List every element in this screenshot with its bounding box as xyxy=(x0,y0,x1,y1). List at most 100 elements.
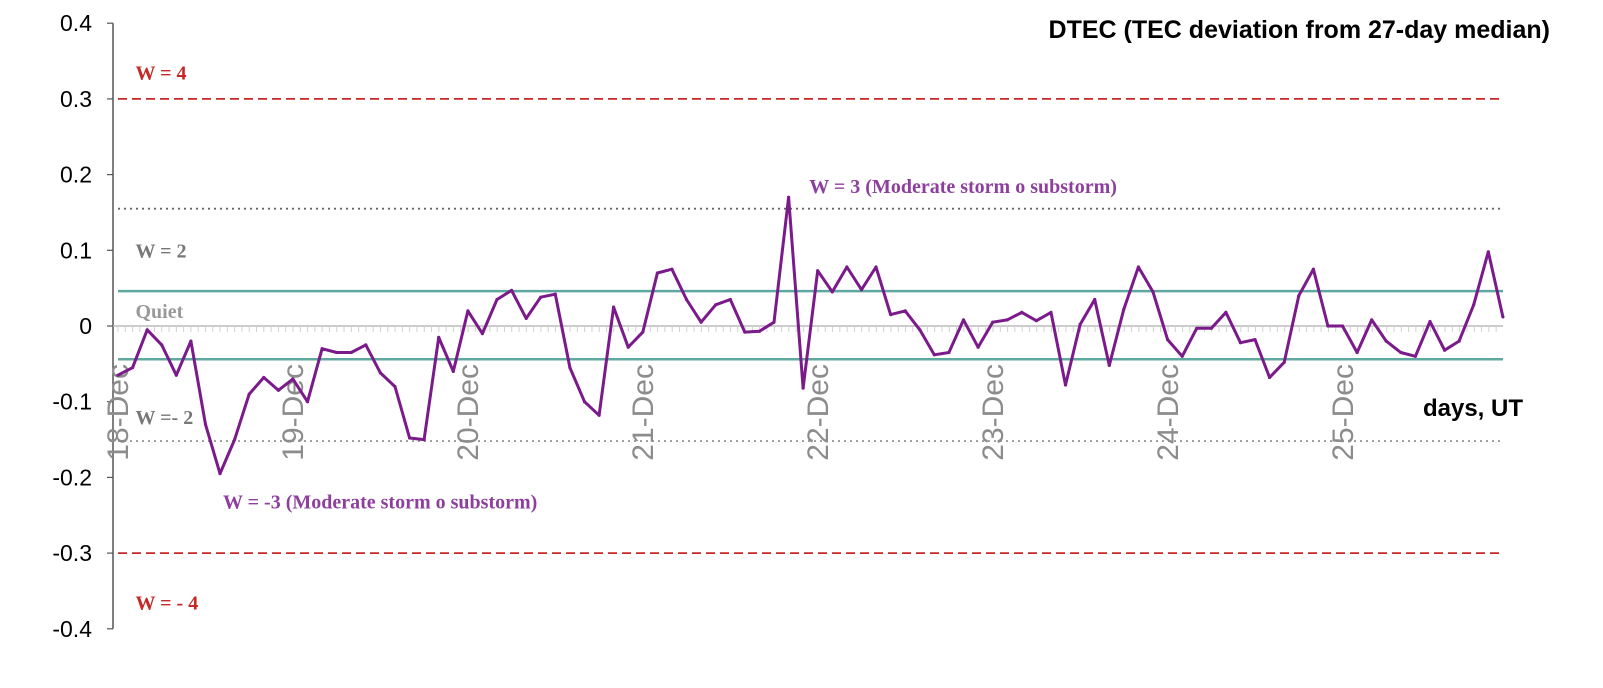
x-tick-label: 23-Dec xyxy=(977,364,1010,461)
data-point xyxy=(1151,290,1155,294)
data-point xyxy=(203,422,208,426)
data-point xyxy=(1020,310,1024,314)
data-point xyxy=(699,320,703,324)
data-point xyxy=(1063,383,1068,387)
x-tick-label: 22-Dec xyxy=(802,364,835,461)
y-tick-label: 0 xyxy=(79,313,92,339)
data-point xyxy=(1472,303,1476,307)
data-point xyxy=(772,320,776,324)
annotation-label: W = 3 (Moderate storm o substorm) xyxy=(809,176,1117,198)
data-point xyxy=(1238,341,1243,345)
data-point xyxy=(714,303,718,307)
data-point xyxy=(1355,350,1359,355)
data-point xyxy=(728,297,732,302)
data-point xyxy=(1166,338,1170,342)
data-point xyxy=(495,297,499,302)
data-point xyxy=(116,373,120,377)
x-axis-ticks: 18-Dec 19-Dec 20-Dec 21-Dec 22-Dec 23-Dec 24-D… xyxy=(102,364,1360,461)
y-tick-label: 0.2 xyxy=(60,162,92,188)
data-point xyxy=(539,295,543,299)
series-line xyxy=(117,195,1505,476)
data-point xyxy=(845,265,849,269)
annotation-label: Quiet xyxy=(136,301,184,323)
data-point xyxy=(903,309,907,313)
data-point xyxy=(1311,267,1315,271)
data-point xyxy=(1195,326,1199,330)
data-point xyxy=(1384,339,1388,343)
annotation-label: W = 4 xyxy=(136,62,187,84)
data-point xyxy=(1428,319,1432,324)
data-point xyxy=(189,339,193,343)
data-point xyxy=(1078,322,1082,327)
data-point xyxy=(1049,310,1053,314)
data-point xyxy=(641,330,645,334)
data-point xyxy=(451,369,455,373)
data-point xyxy=(947,350,951,355)
data-point xyxy=(466,309,470,313)
data-point xyxy=(1253,338,1257,342)
data-point xyxy=(612,305,616,309)
data-point xyxy=(889,313,893,317)
data-point xyxy=(1340,324,1345,328)
data-point xyxy=(262,375,266,380)
data-point xyxy=(480,332,484,336)
data-point xyxy=(437,335,441,339)
annotation-label: W = -3 (Moderate storm o substorm) xyxy=(223,492,537,514)
data-series xyxy=(116,195,1505,476)
data-point xyxy=(859,288,864,292)
data-point xyxy=(1209,326,1213,330)
data-point xyxy=(1443,348,1447,352)
annotation-label: W = - 4 xyxy=(136,592,199,614)
data-point xyxy=(1501,315,1505,319)
data-point xyxy=(1136,265,1140,269)
x-axis-label: days, UT xyxy=(1423,395,1523,422)
data-point xyxy=(276,388,280,392)
data-point xyxy=(131,366,135,370)
data-point xyxy=(932,353,936,357)
data-point xyxy=(408,436,412,440)
data-point xyxy=(743,330,747,334)
data-point xyxy=(145,328,149,332)
data-point xyxy=(597,413,601,417)
data-point xyxy=(510,288,514,292)
annotation-label: W =- 2 xyxy=(136,407,194,429)
data-point xyxy=(1297,294,1301,298)
data-point xyxy=(422,438,426,442)
data-point xyxy=(816,269,820,273)
y-tick-label: 0.3 xyxy=(60,86,92,112)
data-point xyxy=(874,265,878,269)
annotations: W = 4 W = 3 (Moderate storm o substorm) W … xyxy=(136,62,1117,614)
data-point xyxy=(393,385,397,389)
data-point xyxy=(174,373,178,377)
data-point xyxy=(976,345,980,349)
chart-title: DTEC (TEC deviation from 27-day median) xyxy=(1049,16,1550,44)
data-point xyxy=(364,343,368,347)
y-tick-label: 0.4 xyxy=(60,10,92,36)
y-tick-label: 0.1 xyxy=(60,237,92,263)
data-point xyxy=(349,350,353,355)
data-point xyxy=(991,320,995,324)
y-tick-label: -0.3 xyxy=(52,540,92,566)
data-point xyxy=(305,400,310,404)
x-tick-label: 21-Dec xyxy=(627,364,660,461)
data-point xyxy=(320,347,324,351)
annotation-label: W = 2 xyxy=(136,240,187,262)
data-point xyxy=(830,290,834,294)
data-point xyxy=(1005,318,1009,322)
data-point xyxy=(1107,363,1111,367)
data-point xyxy=(1034,319,1038,323)
data-point xyxy=(1268,375,1272,380)
data-point xyxy=(378,371,382,375)
data-point xyxy=(247,392,251,396)
data-point xyxy=(961,318,966,322)
data-point xyxy=(1122,307,1126,311)
data-point xyxy=(1180,354,1184,358)
x-tick-label: 25-Dec xyxy=(1327,364,1360,461)
y-axis-ticks: 0.4 0.3 0.2 0.1 0 -0.1 -0.2 -0.3 -0.4 xyxy=(52,10,113,642)
data-point xyxy=(1093,297,1097,302)
data-point xyxy=(1457,339,1461,343)
data-point xyxy=(233,438,237,442)
data-point xyxy=(218,472,222,476)
x-tick-label: 18-Dec xyxy=(102,364,135,461)
